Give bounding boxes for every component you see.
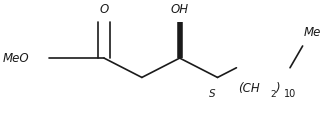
Text: 10: 10 (284, 89, 296, 99)
Text: (CH: (CH (238, 82, 260, 95)
Text: Me: Me (303, 26, 321, 39)
Text: S: S (209, 89, 215, 99)
Text: 2: 2 (270, 90, 276, 99)
Text: MeO: MeO (3, 52, 30, 65)
Text: ): ) (276, 82, 281, 95)
Text: O: O (99, 3, 109, 16)
Text: OH: OH (170, 3, 189, 16)
